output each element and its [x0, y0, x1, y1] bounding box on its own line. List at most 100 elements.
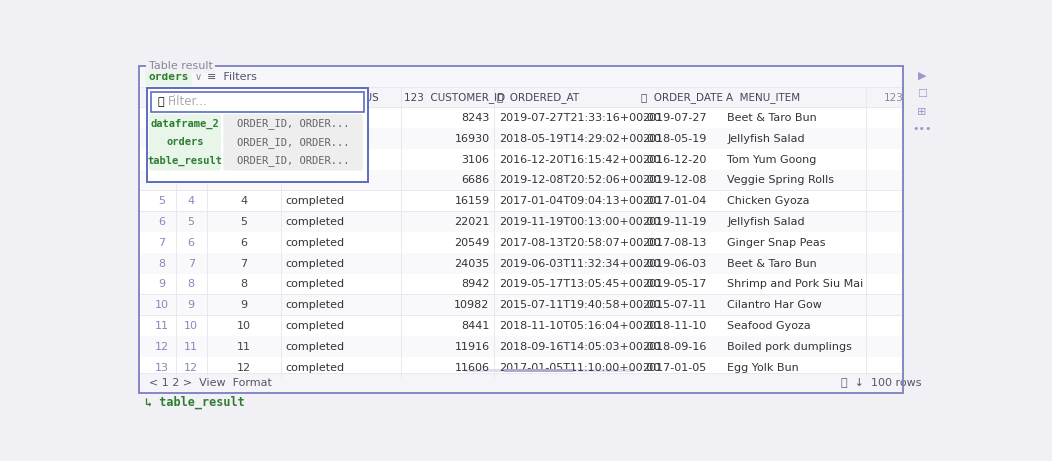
Text: 16159: 16159 — [454, 196, 489, 206]
Text: Boiled pork dumplings: Boiled pork dumplings — [728, 342, 852, 352]
Text: completed: completed — [286, 217, 345, 227]
Text: 2019-05-17: 2019-05-17 — [642, 279, 707, 290]
Text: Jellyfish Salad: Jellyfish Salad — [728, 134, 805, 144]
Bar — [139, 66, 903, 88]
Bar — [465, 369, 635, 372]
Text: 8243: 8243 — [461, 113, 489, 123]
Text: ↳ table_result: ↳ table_result — [145, 396, 245, 409]
Bar — [139, 87, 903, 88]
Text: 11606: 11606 — [454, 362, 489, 372]
Text: completed: completed — [286, 238, 345, 248]
Text: cancelled: cancelled — [286, 176, 339, 185]
Text: 2017-01-04: 2017-01-04 — [642, 196, 707, 206]
Text: 6: 6 — [187, 238, 195, 248]
Text: 8: 8 — [240, 279, 247, 290]
Text: Shrimp and Pork Siu Mai: Shrimp and Pork Siu Mai — [728, 279, 864, 290]
Text: 123  CUSTOMER_ID: 123 CUSTOMER_ID — [404, 92, 505, 103]
Text: 2018-05-19: 2018-05-19 — [642, 134, 707, 144]
Text: completed: completed — [286, 279, 345, 290]
Text: 2015-07-11T19:40:58+00:00: 2015-07-11T19:40:58+00:00 — [499, 300, 661, 310]
Text: 2: 2 — [187, 134, 195, 144]
Text: Beet & Taro Bun: Beet & Taro Bun — [728, 259, 817, 269]
Text: •••: ••• — [912, 124, 932, 134]
Text: 9: 9 — [187, 300, 195, 310]
Text: 3: 3 — [240, 154, 247, 165]
Text: 2019-11-19T00:13:00+00:00: 2019-11-19T00:13:00+00:00 — [499, 217, 661, 227]
Text: 11: 11 — [237, 342, 250, 352]
Bar — [139, 373, 903, 374]
Text: A  ORDER_STATUS: A ORDER_STATUS — [284, 92, 379, 103]
Text: completed: completed — [286, 300, 345, 310]
Text: 8: 8 — [187, 279, 195, 290]
Text: 2017-01-05T11:10:00+00:00: 2017-01-05T11:10:00+00:00 — [499, 362, 660, 372]
Text: 1: 1 — [187, 113, 195, 123]
Text: 5: 5 — [158, 196, 165, 206]
Text: 22021: 22021 — [454, 217, 489, 227]
Text: ORDER_ID, ORDER...: ORDER_ID, ORDER... — [237, 155, 349, 166]
Bar — [139, 108, 903, 129]
Text: ORDER_ID, ORDER...: ORDER_ID, ORDER... — [237, 118, 349, 129]
Text: 2019-07-27: 2019-07-27 — [642, 113, 707, 123]
Text: 2017-01-05: 2017-01-05 — [642, 362, 707, 372]
Bar — [139, 170, 903, 191]
Text: 2: 2 — [158, 134, 165, 144]
Text: 12: 12 — [184, 362, 198, 372]
Text: 12: 12 — [155, 342, 168, 352]
Bar — [139, 295, 903, 316]
Text: 16930: 16930 — [454, 134, 489, 144]
Text: 7: 7 — [187, 259, 195, 269]
Text: 4: 4 — [158, 176, 165, 185]
Text: 10: 10 — [237, 321, 250, 331]
Text: 5: 5 — [187, 217, 195, 227]
Text: dataframe_2: dataframe_2 — [150, 119, 220, 129]
Text: 2019-06-03T11:32:34+00:00: 2019-06-03T11:32:34+00:00 — [499, 259, 661, 269]
Text: 2019-06-03: 2019-06-03 — [642, 259, 707, 269]
Text: 2017-01-04T09:04:13+00:00: 2017-01-04T09:04:13+00:00 — [499, 196, 661, 206]
Text: ⬜  ORDERED_AT: ⬜ ORDERED_AT — [498, 92, 580, 103]
Text: 3106: 3106 — [462, 154, 489, 165]
Text: Chicken Gyoza: Chicken Gyoza — [728, 196, 810, 206]
Text: 10: 10 — [184, 321, 198, 331]
Text: 2018-09-16: 2018-09-16 — [642, 342, 707, 352]
Text: Cilantro Har Gow: Cilantro Har Gow — [728, 300, 823, 310]
Text: 5: 5 — [240, 217, 247, 227]
Text: 8942: 8942 — [461, 279, 489, 290]
Text: 2015-07-11: 2015-07-11 — [642, 300, 707, 310]
Bar — [139, 191, 903, 212]
FancyBboxPatch shape — [145, 68, 191, 86]
Text: ⬜  ORDER_DATE: ⬜ ORDER_DATE — [641, 92, 723, 103]
Text: 🔍: 🔍 — [157, 96, 164, 106]
Text: Ginger Snap Peas: Ginger Snap Peas — [728, 238, 826, 248]
Text: 10982: 10982 — [454, 300, 489, 310]
Text: ∨: ∨ — [195, 72, 201, 82]
Text: completed: completed — [286, 154, 345, 165]
Text: 7: 7 — [158, 238, 165, 248]
Text: 2019-11-19: 2019-11-19 — [642, 217, 707, 227]
Text: 6686: 6686 — [462, 176, 489, 185]
Text: ⊞: ⊞ — [917, 106, 927, 117]
Text: ≡  Filters: ≡ Filters — [206, 72, 257, 82]
Text: 7: 7 — [240, 259, 247, 269]
Text: 4: 4 — [240, 176, 247, 185]
Text: 2018-09-16T14:05:03+00:00: 2018-09-16T14:05:03+00:00 — [499, 342, 661, 352]
Text: completed: completed — [286, 342, 345, 352]
Bar — [139, 373, 903, 393]
Text: 1: 1 — [240, 113, 247, 123]
Text: 11: 11 — [155, 321, 168, 331]
Text: 13: 13 — [155, 362, 168, 372]
Text: 9: 9 — [158, 279, 165, 290]
FancyBboxPatch shape — [223, 151, 363, 171]
Text: Jellyfish Salad: Jellyfish Salad — [728, 217, 805, 227]
Bar — [139, 88, 903, 108]
Text: completed: completed — [286, 113, 345, 123]
Text: 1: 1 — [158, 113, 165, 123]
Text: 10: 10 — [155, 300, 168, 310]
Text: 2017-08-13T20:58:07+00:00: 2017-08-13T20:58:07+00:00 — [499, 238, 661, 248]
Text: 8441: 8441 — [461, 321, 489, 331]
Text: 6: 6 — [240, 238, 247, 248]
Text: table_result: table_result — [147, 156, 222, 166]
Text: 2019-05-17T13:05:45+00:00: 2019-05-17T13:05:45+00:00 — [499, 279, 661, 290]
Bar — [139, 316, 903, 337]
Text: 2: 2 — [240, 134, 247, 144]
Bar — [139, 357, 903, 378]
